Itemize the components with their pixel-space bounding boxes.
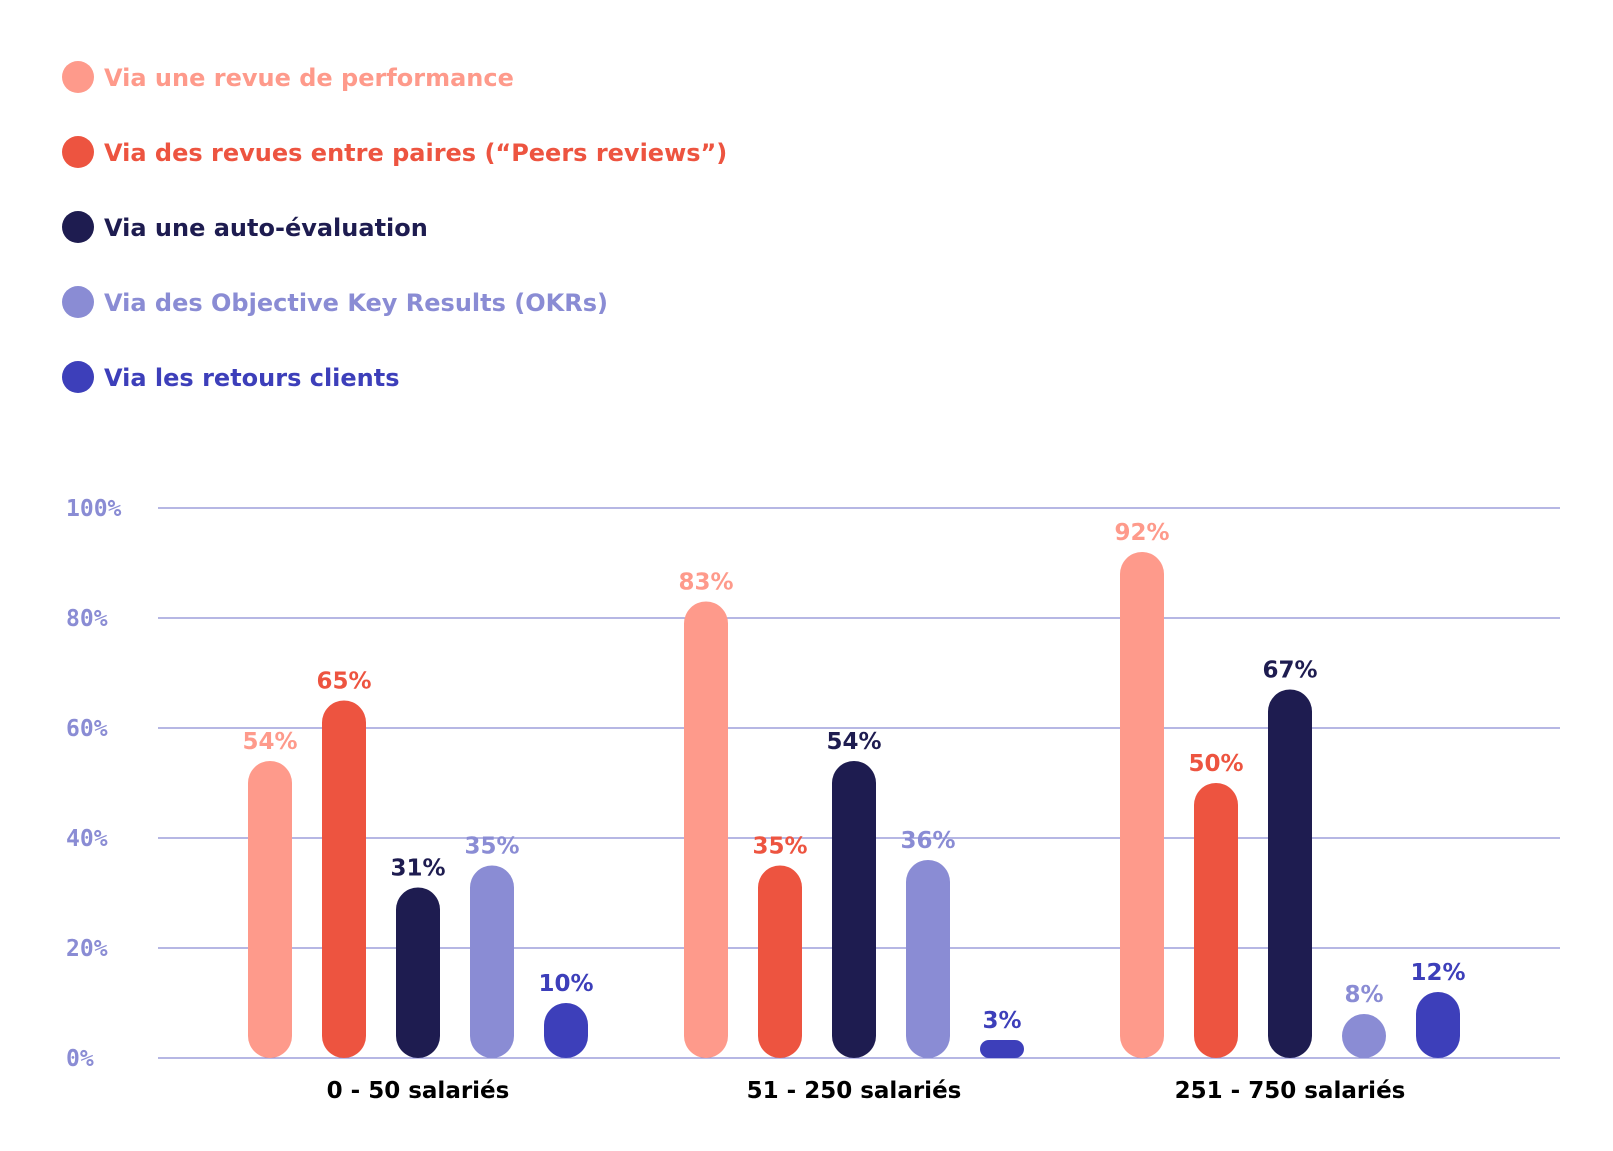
bar-1-3 [396, 887, 440, 1058]
y-tick-label-5: 100% [66, 496, 122, 522]
bar-3-2 [1194, 783, 1238, 1058]
bar-2-3 [832, 761, 876, 1058]
legend-marker-1 [62, 61, 94, 93]
legend: Via une revue de performance Via des revu… [62, 61, 727, 393]
y-tick-label-1: 20% [66, 936, 108, 962]
bar-1-5 [544, 1003, 588, 1058]
category-label-2: 51 - 250 salariés [747, 1078, 962, 1104]
value-labels: 54% 65% 31% 35% 10% 83% 35% 54% 36% 3% 92% 50% 67% 8%… [242, 520, 1465, 1034]
bars [248, 552, 1460, 1058]
bar-1-2 [322, 700, 366, 1058]
value-label-3-2: 50% [1188, 751, 1243, 777]
y-tick-label-4: 80% [66, 606, 108, 632]
value-label-1-3: 31% [390, 856, 445, 882]
value-label-2-2: 35% [752, 834, 807, 860]
y-tick-label-2: 40% [66, 826, 108, 852]
bar-2-2 [758, 865, 802, 1058]
value-label-2-1: 83% [678, 570, 733, 596]
bar-2-1 [684, 601, 728, 1058]
value-label-2-3: 54% [826, 729, 881, 755]
value-label-2-4: 36% [900, 828, 955, 854]
value-label-3-3: 67% [1262, 658, 1317, 684]
value-label-1-4: 35% [464, 834, 519, 860]
value-label-3-1: 92% [1114, 520, 1169, 546]
category-label-3: 251 - 750 salariés [1175, 1078, 1406, 1104]
y-tick-label-3: 60% [66, 716, 108, 742]
bar-3-4 [1342, 1014, 1386, 1058]
value-label-1-5: 10% [538, 971, 593, 997]
value-label-2-5: 3% [982, 1008, 1021, 1034]
category-labels: 0 - 50 salariés 51 - 250 salariés 251 - 75… [327, 1078, 1406, 1104]
y-tick-label-0: 0% [66, 1046, 94, 1072]
value-label-3-5: 12% [1410, 960, 1465, 986]
legend-label-2: Via des revues entre paires (“Peers revi… [104, 139, 727, 167]
bar-3-1 [1120, 552, 1164, 1058]
legend-marker-5 [62, 361, 94, 393]
value-label-1-2: 65% [316, 669, 371, 695]
bar-1-1 [248, 761, 292, 1058]
legend-label-5: Via les retours clients [104, 364, 400, 392]
category-label-1: 0 - 50 salariés [327, 1078, 510, 1104]
legend-marker-2 [62, 136, 94, 168]
legend-label-1: Via une revue de performance [104, 64, 514, 92]
legend-label-3: Via une auto-évaluation [104, 214, 428, 242]
bar-3-5 [1416, 992, 1460, 1058]
y-axis-tick-labels: 0% 20% 40% 60% 80% 100% [66, 496, 122, 1072]
legend-label-4: Via des Objective Key Results (OKRs) [104, 289, 608, 317]
legend-marker-3 [62, 211, 94, 243]
value-label-3-4: 8% [1344, 982, 1383, 1008]
legend-marker-4 [62, 286, 94, 318]
value-label-1-1: 54% [242, 729, 297, 755]
bar-2-4 [906, 860, 950, 1058]
bar-2-5 [980, 1040, 1024, 1058]
bar-1-4 [470, 865, 514, 1058]
bar-3-3 [1268, 689, 1312, 1058]
